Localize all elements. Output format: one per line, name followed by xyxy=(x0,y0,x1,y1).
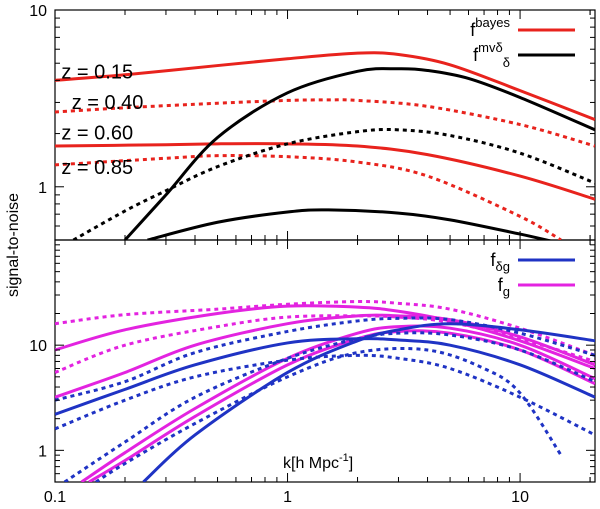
series-line xyxy=(95,346,563,482)
top-y-tick-label: 10 xyxy=(29,3,47,20)
series-line xyxy=(55,51,595,121)
x-axis-title-close: ] xyxy=(349,455,353,472)
x-axis-title: k[h Mpc-1] xyxy=(283,452,353,472)
series-line xyxy=(80,324,595,482)
top-panel-frame xyxy=(54,9,596,241)
series-line xyxy=(142,322,595,482)
redshift-label: z = 0.60 xyxy=(61,123,133,145)
bottom-y-tick-label: 10 xyxy=(29,338,47,355)
x-tick-label: 1 xyxy=(283,489,292,506)
y-axis-title: signal-to-noise xyxy=(5,193,22,297)
series-line xyxy=(55,154,562,240)
top-y-tick-label: 1 xyxy=(38,180,47,197)
top-series-group xyxy=(55,51,595,240)
redshift-label: z = 0.40 xyxy=(72,92,144,114)
legend-label: fbayes xyxy=(470,15,510,40)
x-axis-title-main: k[h Mpc xyxy=(283,455,339,472)
series-line xyxy=(123,67,595,240)
series-line xyxy=(55,313,595,399)
redshift-label: z = 0.85 xyxy=(61,157,133,179)
ticks-group: 0.1 1 10 1 10 1 10 xyxy=(29,3,595,506)
series-line xyxy=(55,304,595,370)
x-axis-title-exp: -1 xyxy=(339,452,349,464)
legend-label: fδg xyxy=(491,250,510,274)
annotations-group: z = 0.15 z = 0.40 z = 0.60 z = 0.85 xyxy=(61,61,143,179)
bottom-series-group xyxy=(55,300,595,482)
series-line xyxy=(63,331,595,482)
legend-label: fg xyxy=(498,275,510,299)
legend-label: fmvδδ xyxy=(473,40,510,70)
x-tick-label: 10 xyxy=(511,489,529,506)
series-line xyxy=(55,353,595,437)
redshift-label: z = 0.15 xyxy=(61,61,133,83)
series-line xyxy=(55,142,595,201)
series-line xyxy=(55,98,595,148)
bottom-y-tick-label: 1 xyxy=(38,443,47,460)
series-line xyxy=(72,128,595,240)
x-tick-label: 0.1 xyxy=(44,489,66,506)
series-line xyxy=(147,208,554,240)
